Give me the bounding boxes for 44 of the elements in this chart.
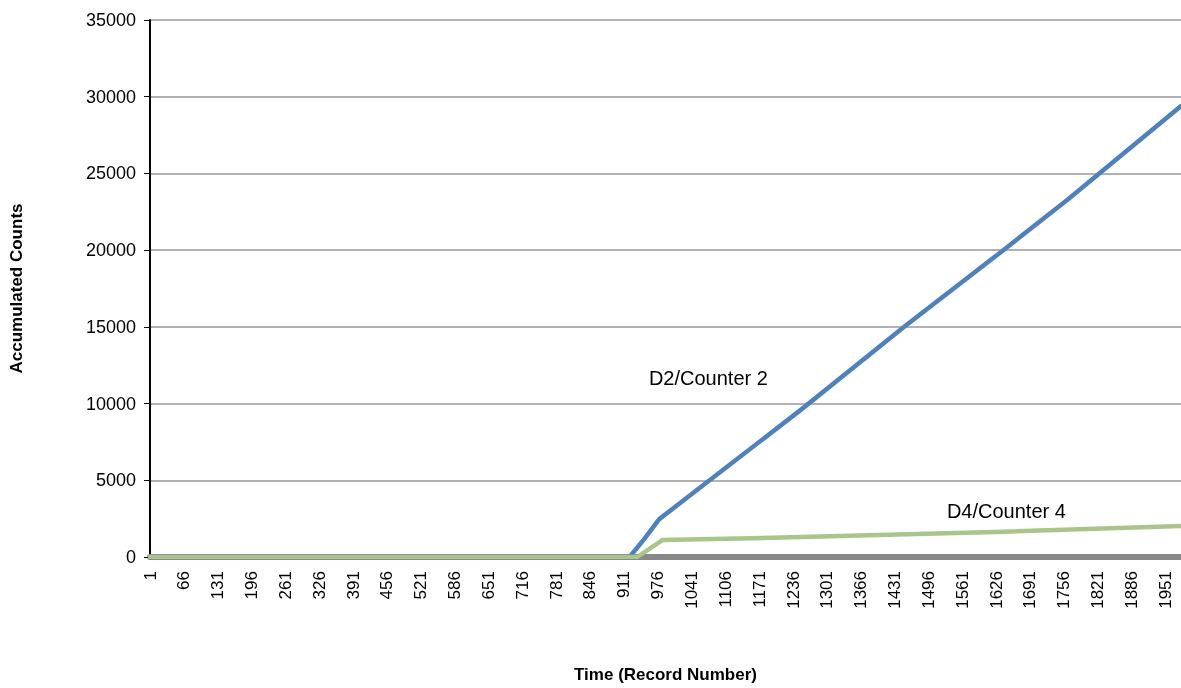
x-tick-label: 1691 <box>1020 571 1040 609</box>
x-tick-label: 1301 <box>817 571 837 609</box>
x-tick-label: 1431 <box>885 571 905 609</box>
x-tick-label: 976 <box>648 571 668 600</box>
x-tick-label: 1366 <box>851 571 871 609</box>
x-tick-label: 1236 <box>783 571 803 609</box>
x-tick-label: 1106 <box>715 571 735 608</box>
x-tick-label: 1821 <box>1088 571 1108 609</box>
y-tick-label: 30000 <box>85 86 136 107</box>
x-axis-title: Time (Record Number) <box>574 665 757 684</box>
y-axis-title: Accumulated Counts <box>7 203 26 374</box>
x-tick-label: 1561 <box>952 571 972 609</box>
x-tick-label: 1756 <box>1054 571 1074 609</box>
series-label: D4/Counter 4 <box>946 500 1066 523</box>
x-tick-label: 1041 <box>682 571 702 609</box>
x-tick-label: 781 <box>546 571 566 600</box>
x-tick-label: 1886 <box>1122 571 1142 609</box>
x-tick-label: 261 <box>275 571 295 600</box>
y-tick-label: 15000 <box>85 316 136 337</box>
x-tick-label: 456 <box>377 571 397 600</box>
y-tick-label: 0 <box>125 547 136 567</box>
x-tick-label: 66 <box>174 571 194 590</box>
series-label: D2/Counter 2 <box>648 367 768 390</box>
y-tick-label: 25000 <box>85 163 136 184</box>
x-tick-label: 196 <box>242 571 262 600</box>
y-tick-label: 10000 <box>85 393 136 414</box>
x-tick-label: 651 <box>478 571 498 600</box>
x-tick-label: 521 <box>411 571 431 600</box>
x-tick-label: 326 <box>309 571 329 600</box>
x-tick-label: 586 <box>445 571 465 600</box>
x-tick-label: 1 <box>140 571 160 581</box>
x-tick-label: 1496 <box>918 571 938 609</box>
y-tick-label: 35000 <box>85 10 136 30</box>
x-tick-label: 716 <box>512 571 532 600</box>
x-tick-label: 1951 <box>1155 571 1175 609</box>
x-tick-label: 1171 <box>749 571 769 608</box>
line-series <box>147 523 1181 560</box>
x-tick-label: 1626 <box>986 571 1006 609</box>
x-tick-label: 846 <box>580 571 600 600</box>
y-tick-label: 5000 <box>95 470 136 491</box>
y-tick-label: 20000 <box>85 240 136 261</box>
x-tick-label: 911 <box>614 571 634 599</box>
x-tick-label: 391 <box>343 571 363 600</box>
x-tick-label: 131 <box>208 571 228 600</box>
